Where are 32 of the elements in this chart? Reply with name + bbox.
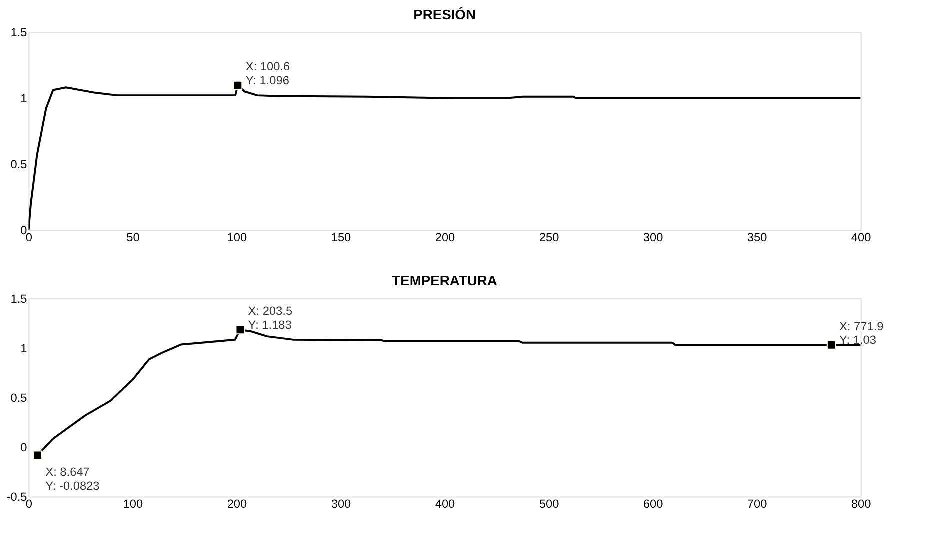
x-tick-label: 150 — [331, 230, 352, 245]
x-tick-label: 400 — [435, 497, 456, 512]
y-tick-label: 1 — [20, 342, 28, 356]
chart-title: TEMPERATURA — [392, 272, 498, 289]
x-tick-label: 600 — [643, 497, 664, 512]
chart-title: PRESIÓN — [414, 6, 476, 22]
annotation: X: 771.9 Y: 1.03 — [839, 319, 884, 348]
y-tick-label: 1 — [20, 92, 28, 106]
point — [33, 450, 42, 460]
annotation: X: 100.6 Y: 1.096 — [246, 60, 291, 88]
y-tick-label: 0.5 — [10, 391, 28, 406]
x-tick-label: 700 — [747, 497, 768, 512]
x-tick-label: 300 — [331, 497, 352, 512]
x-tick-label: 200 — [227, 497, 248, 512]
y-tick-label: 1.5 — [10, 26, 28, 40]
x-tick-label: 100 — [123, 497, 144, 512]
y-tick-label: 0 — [20, 440, 28, 455]
x-tick-label: 400 — [851, 230, 872, 245]
point — [236, 325, 246, 335]
x-tick-label: 500 — [539, 497, 560, 512]
y-tick-label: 0.5 — [10, 158, 28, 172]
x-tick-label: 350 — [747, 230, 768, 245]
x-tick-label: 300 — [643, 230, 664, 245]
x-tick-label: 50 — [126, 230, 140, 245]
point — [826, 340, 836, 350]
x-tick-label: 800 — [851, 497, 872, 512]
annotation: X: 203.5 Y: 1.183 — [248, 304, 293, 332]
x-tick-label: 200 — [435, 230, 456, 245]
annotation: X: 8.647 Y: -0.0823 — [46, 465, 100, 494]
x-tick-label: 100 — [227, 230, 248, 245]
y-tick-label: 1.5 — [10, 292, 28, 306]
x-tick-label: 250 — [539, 230, 560, 245]
